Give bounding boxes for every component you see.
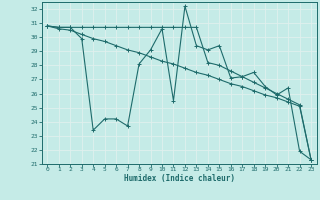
X-axis label: Humidex (Indice chaleur): Humidex (Indice chaleur) [124, 174, 235, 183]
